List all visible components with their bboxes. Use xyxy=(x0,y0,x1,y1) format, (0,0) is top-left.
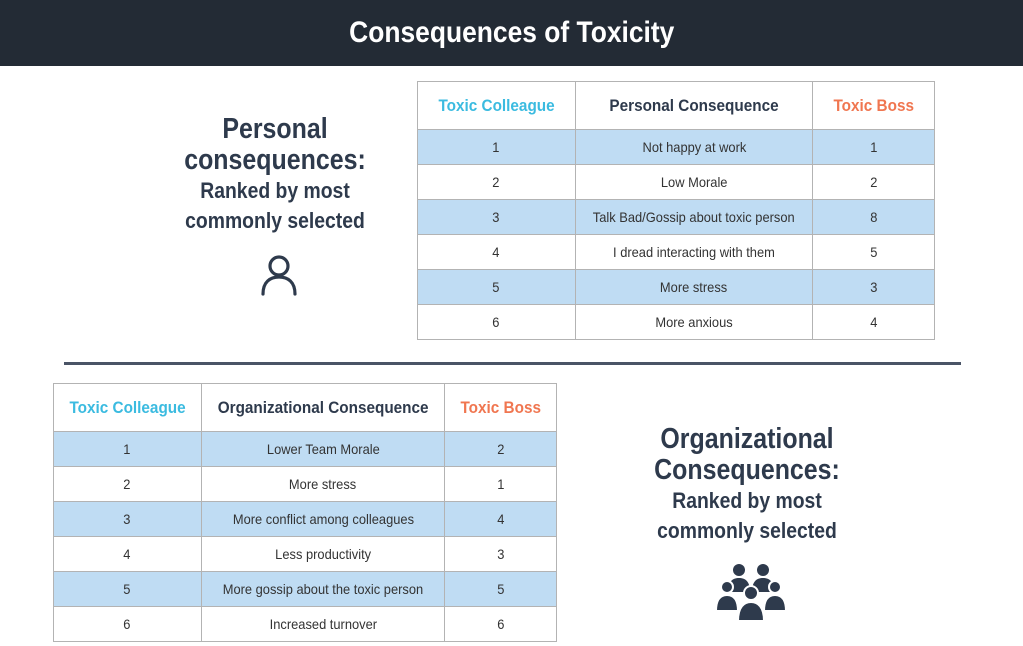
colleague-rank: 5 xyxy=(53,571,202,607)
org-subtitle-line2: commonly selected xyxy=(657,518,837,543)
colleague-rank: 1 xyxy=(53,431,202,467)
boss-rank: 8 xyxy=(812,199,935,235)
consequence: Less productivity xyxy=(200,536,446,572)
table-row: 1 Not happy at work 1 xyxy=(417,129,935,165)
org-subtitle-line1: Ranked by most xyxy=(672,488,822,513)
colleague-rank: 3 xyxy=(53,501,202,537)
consequence: More anxious xyxy=(574,304,814,340)
colleague-rank: 6 xyxy=(53,606,202,642)
colleague-rank: 4 xyxy=(53,536,202,572)
personal-title-line2: consequences: xyxy=(184,144,366,176)
boss-rank: 1 xyxy=(444,466,557,502)
table-row: 5 More gossip about the toxic person 5 xyxy=(53,571,557,607)
organizational-section-title: Organizational Consequences: Ranked by m… xyxy=(622,424,872,546)
consequence: More stress xyxy=(200,466,446,502)
table-row: 1 Lower Team Morale 2 xyxy=(53,431,557,467)
personal-section-title: Personal consequences: Ranked by most co… xyxy=(150,114,400,236)
boss-rank: 3 xyxy=(444,536,557,572)
personal-subtitle-line1: Ranked by most xyxy=(200,178,350,203)
table-header-row: Toxic Colleague Personal Consequence Tox… xyxy=(417,81,935,130)
consequence: More stress xyxy=(574,269,814,305)
colleague-rank: 4 xyxy=(417,234,576,270)
consequence: I dread interacting with them xyxy=(574,234,814,270)
consequence: Not happy at work xyxy=(574,129,814,165)
colleague-rank: 3 xyxy=(417,199,576,235)
boss-rank: 5 xyxy=(444,571,557,607)
boss-rank: 4 xyxy=(812,304,935,340)
table-row: 2 Low Morale 2 xyxy=(417,164,935,200)
table-row: 2 More stress 1 xyxy=(53,466,557,502)
boss-rank: 4 xyxy=(444,501,557,537)
header-personal-consequence: Personal Consequence xyxy=(574,81,814,130)
consequence: Lower Team Morale xyxy=(200,431,446,467)
org-title-line1: Organizational xyxy=(660,423,834,455)
boss-rank: 2 xyxy=(812,164,935,200)
consequence: More gossip about the toxic person xyxy=(200,571,446,607)
section-divider xyxy=(64,362,961,365)
group-icon xyxy=(714,562,788,622)
colleague-rank: 1 xyxy=(417,129,576,165)
person-icon xyxy=(259,254,299,296)
org-title-line2: Consequences: xyxy=(654,454,840,486)
colleague-rank: 2 xyxy=(53,466,202,502)
page-header: Consequences of Toxicity xyxy=(0,0,1023,66)
personal-title-line1: Personal xyxy=(222,113,328,145)
boss-rank: 3 xyxy=(812,269,935,305)
consequence: Low Morale xyxy=(574,164,814,200)
table-row: 3 More conflict among colleagues 4 xyxy=(53,501,557,537)
header-toxic-colleague: Toxic Colleague xyxy=(53,383,202,432)
table-row: 5 More stress 3 xyxy=(417,269,935,305)
personal-consequences-table: Toxic Colleague Personal Consequence Tox… xyxy=(417,81,935,340)
table-row: 6 Increased turnover 6 xyxy=(53,606,557,642)
table-row: 3 Talk Bad/Gossip about toxic person 8 xyxy=(417,199,935,235)
table-header-row: Toxic Colleague Organizational Consequen… xyxy=(53,383,557,432)
header-organizational-consequence: Organizational Consequence xyxy=(200,383,446,432)
boss-rank: 6 xyxy=(444,606,557,642)
table-row: 4 I dread interacting with them 5 xyxy=(417,234,935,270)
header-toxic-boss: Toxic Boss xyxy=(444,383,557,432)
header-toxic-boss: Toxic Boss xyxy=(812,81,935,130)
header-toxic-colleague: Toxic Colleague xyxy=(417,81,576,130)
colleague-rank: 5 xyxy=(417,269,576,305)
consequence: Increased turnover xyxy=(200,606,446,642)
boss-rank: 1 xyxy=(812,129,935,165)
organizational-consequences-table: Toxic Colleague Organizational Consequen… xyxy=(53,383,557,642)
boss-rank: 2 xyxy=(444,431,557,467)
page-title: Consequences of Toxicity xyxy=(348,16,675,49)
colleague-rank: 2 xyxy=(417,164,576,200)
boss-rank: 5 xyxy=(812,234,935,270)
table-row: 6 More anxious 4 xyxy=(417,304,935,340)
consequence: Talk Bad/Gossip about toxic person xyxy=(574,199,814,235)
table-row: 4 Less productivity 3 xyxy=(53,536,557,572)
colleague-rank: 6 xyxy=(417,304,576,340)
consequence: More conflict among colleagues xyxy=(200,501,446,537)
personal-subtitle-line2: commonly selected xyxy=(185,208,365,233)
